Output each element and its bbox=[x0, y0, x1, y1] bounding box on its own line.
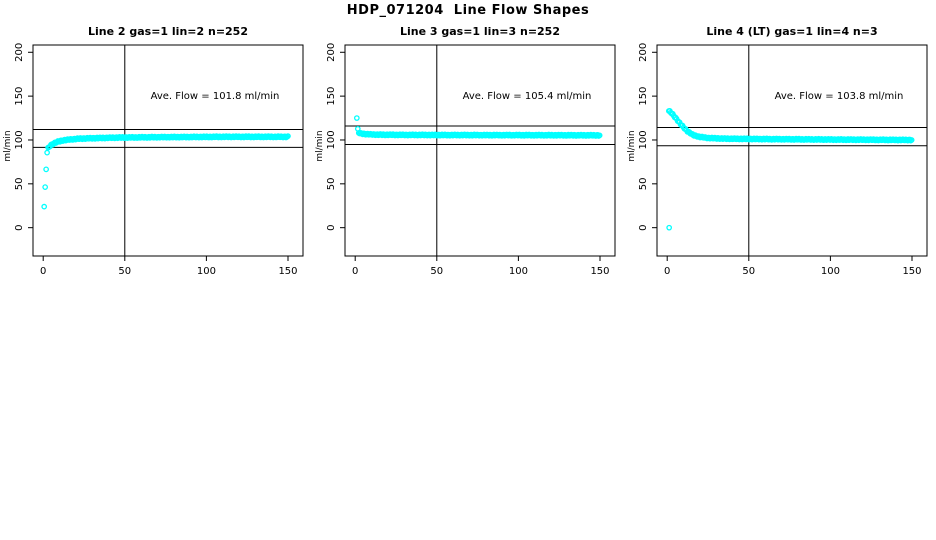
plot-box bbox=[32, 44, 304, 257]
y-tick-label: 50 bbox=[14, 177, 25, 190]
y-axis-label: ml/min bbox=[315, 130, 325, 161]
x-tick-label: 0 bbox=[664, 266, 670, 277]
x-tick-label: 50 bbox=[118, 266, 131, 277]
panel-title: Line 2 gas=1 lin=2 n=252 bbox=[88, 25, 248, 38]
y-tick-label: 200 bbox=[638, 43, 649, 62]
y-tick-label: 0 bbox=[638, 224, 649, 230]
x-tick-label: 150 bbox=[278, 266, 297, 277]
x-tick-label: 150 bbox=[590, 266, 609, 277]
y-tick-label: 150 bbox=[14, 87, 25, 106]
y-tick-label: 200 bbox=[14, 43, 25, 62]
figure-title: HDP_071204 Line Flow Shapes bbox=[346, 3, 590, 18]
x-tick-label: 50 bbox=[430, 266, 443, 277]
panel-line4: Line 4 (LT) gas=1 lin=4 n=3 0 50 100 150 0 50 1… bbox=[624, 0, 936, 300]
ave-flow-annotation: Ave. Flow = 105.4 ml/min bbox=[463, 91, 592, 102]
ave-flow-annotation: Ave. Flow = 103.8 ml/min bbox=[775, 91, 904, 102]
x-tick-label: 100 bbox=[197, 266, 216, 277]
y-tick-label: 150 bbox=[326, 87, 337, 106]
panel-line2: Line 2 gas=1 lin=2 n=252 0 50 100 150 0 50 100 1… bbox=[0, 0, 312, 300]
x-tick-label: 100 bbox=[821, 266, 840, 277]
x-tick-label: 150 bbox=[902, 266, 921, 277]
y-axis-label: ml/min bbox=[3, 130, 13, 161]
data-point bbox=[353, 115, 360, 121]
x-tick-label: 0 bbox=[352, 266, 358, 277]
panel-title: Line 4 (LT) gas=1 lin=4 n=3 bbox=[706, 25, 877, 38]
x-tick-label: 50 bbox=[742, 266, 755, 277]
panel-title: Line 3 gas=1 lin=3 n=252 bbox=[400, 25, 560, 38]
y-axis-label: ml/min bbox=[627, 130, 637, 161]
line2-plot: Line 2 gas=1 lin=2 n=252 0 50 100 150 0 50 100 1… bbox=[3, 25, 304, 277]
y-tick-label: 100 bbox=[326, 130, 337, 149]
plot-box bbox=[344, 44, 616, 257]
data-point bbox=[44, 149, 50, 156]
y-tick-label: 200 bbox=[326, 43, 337, 62]
ave-flow-annotation: Ave. Flow = 101.8 ml/min bbox=[151, 91, 280, 102]
line3-plot: Line 3 gas=1 lin=3 n=252 0 50 100 150 0 50 100 1… bbox=[315, 25, 616, 277]
y-tick-label: 100 bbox=[638, 130, 649, 149]
y-tick-label: 0 bbox=[326, 224, 337, 230]
plot-box bbox=[656, 44, 928, 257]
y-tick-label: 50 bbox=[638, 177, 649, 190]
outlier-point bbox=[666, 224, 673, 231]
data-point bbox=[43, 166, 49, 173]
x-tick-label: 100 bbox=[509, 266, 528, 277]
x-tick-label: 0 bbox=[40, 266, 46, 277]
data-point bbox=[41, 203, 48, 210]
panel-line3: Line 3 gas=1 lin=3 n=252 0 50 100 150 0 50 100 1… bbox=[312, 0, 624, 300]
data-point bbox=[42, 184, 49, 190]
data-point bbox=[596, 132, 603, 139]
y-tick-label: 0 bbox=[14, 224, 25, 230]
y-tick-label: 150 bbox=[638, 87, 649, 106]
line4-plot: Line 4 (LT) gas=1 lin=4 n=3 0 50 100 150 0 50 1… bbox=[627, 25, 928, 277]
data-point bbox=[285, 133, 291, 139]
data-point bbox=[908, 137, 915, 143]
y-tick-label: 50 bbox=[326, 177, 337, 190]
y-tick-label: 100 bbox=[14, 130, 25, 149]
